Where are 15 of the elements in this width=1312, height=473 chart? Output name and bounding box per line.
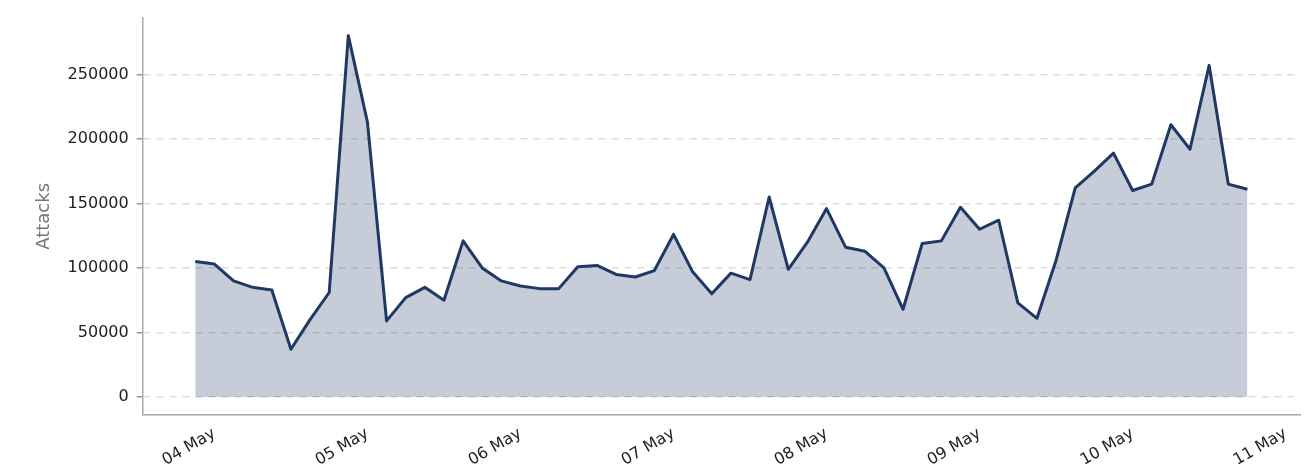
y-tick-label: 0 <box>118 386 129 406</box>
x-tick-label: 09 May <box>923 423 984 469</box>
y-axis-title: Attacks <box>32 182 54 250</box>
x-tick-label: 06 May <box>464 423 525 469</box>
x-tick-label: 05 May <box>311 423 372 469</box>
x-tick-label: 04 May <box>158 423 219 469</box>
x-tick-label: 11 May <box>1229 423 1290 469</box>
x-tick-label: 08 May <box>770 423 831 469</box>
y-tick-label: 100000 <box>67 257 129 277</box>
x-tick-label: 10 May <box>1076 423 1137 469</box>
y-tick-label: 250000 <box>67 63 129 83</box>
x-tick-label: 07 May <box>617 423 678 469</box>
y-tick-label: 200000 <box>67 128 129 148</box>
y-tick-label: 50000 <box>77 321 129 341</box>
y-tick-label: 150000 <box>67 192 129 212</box>
